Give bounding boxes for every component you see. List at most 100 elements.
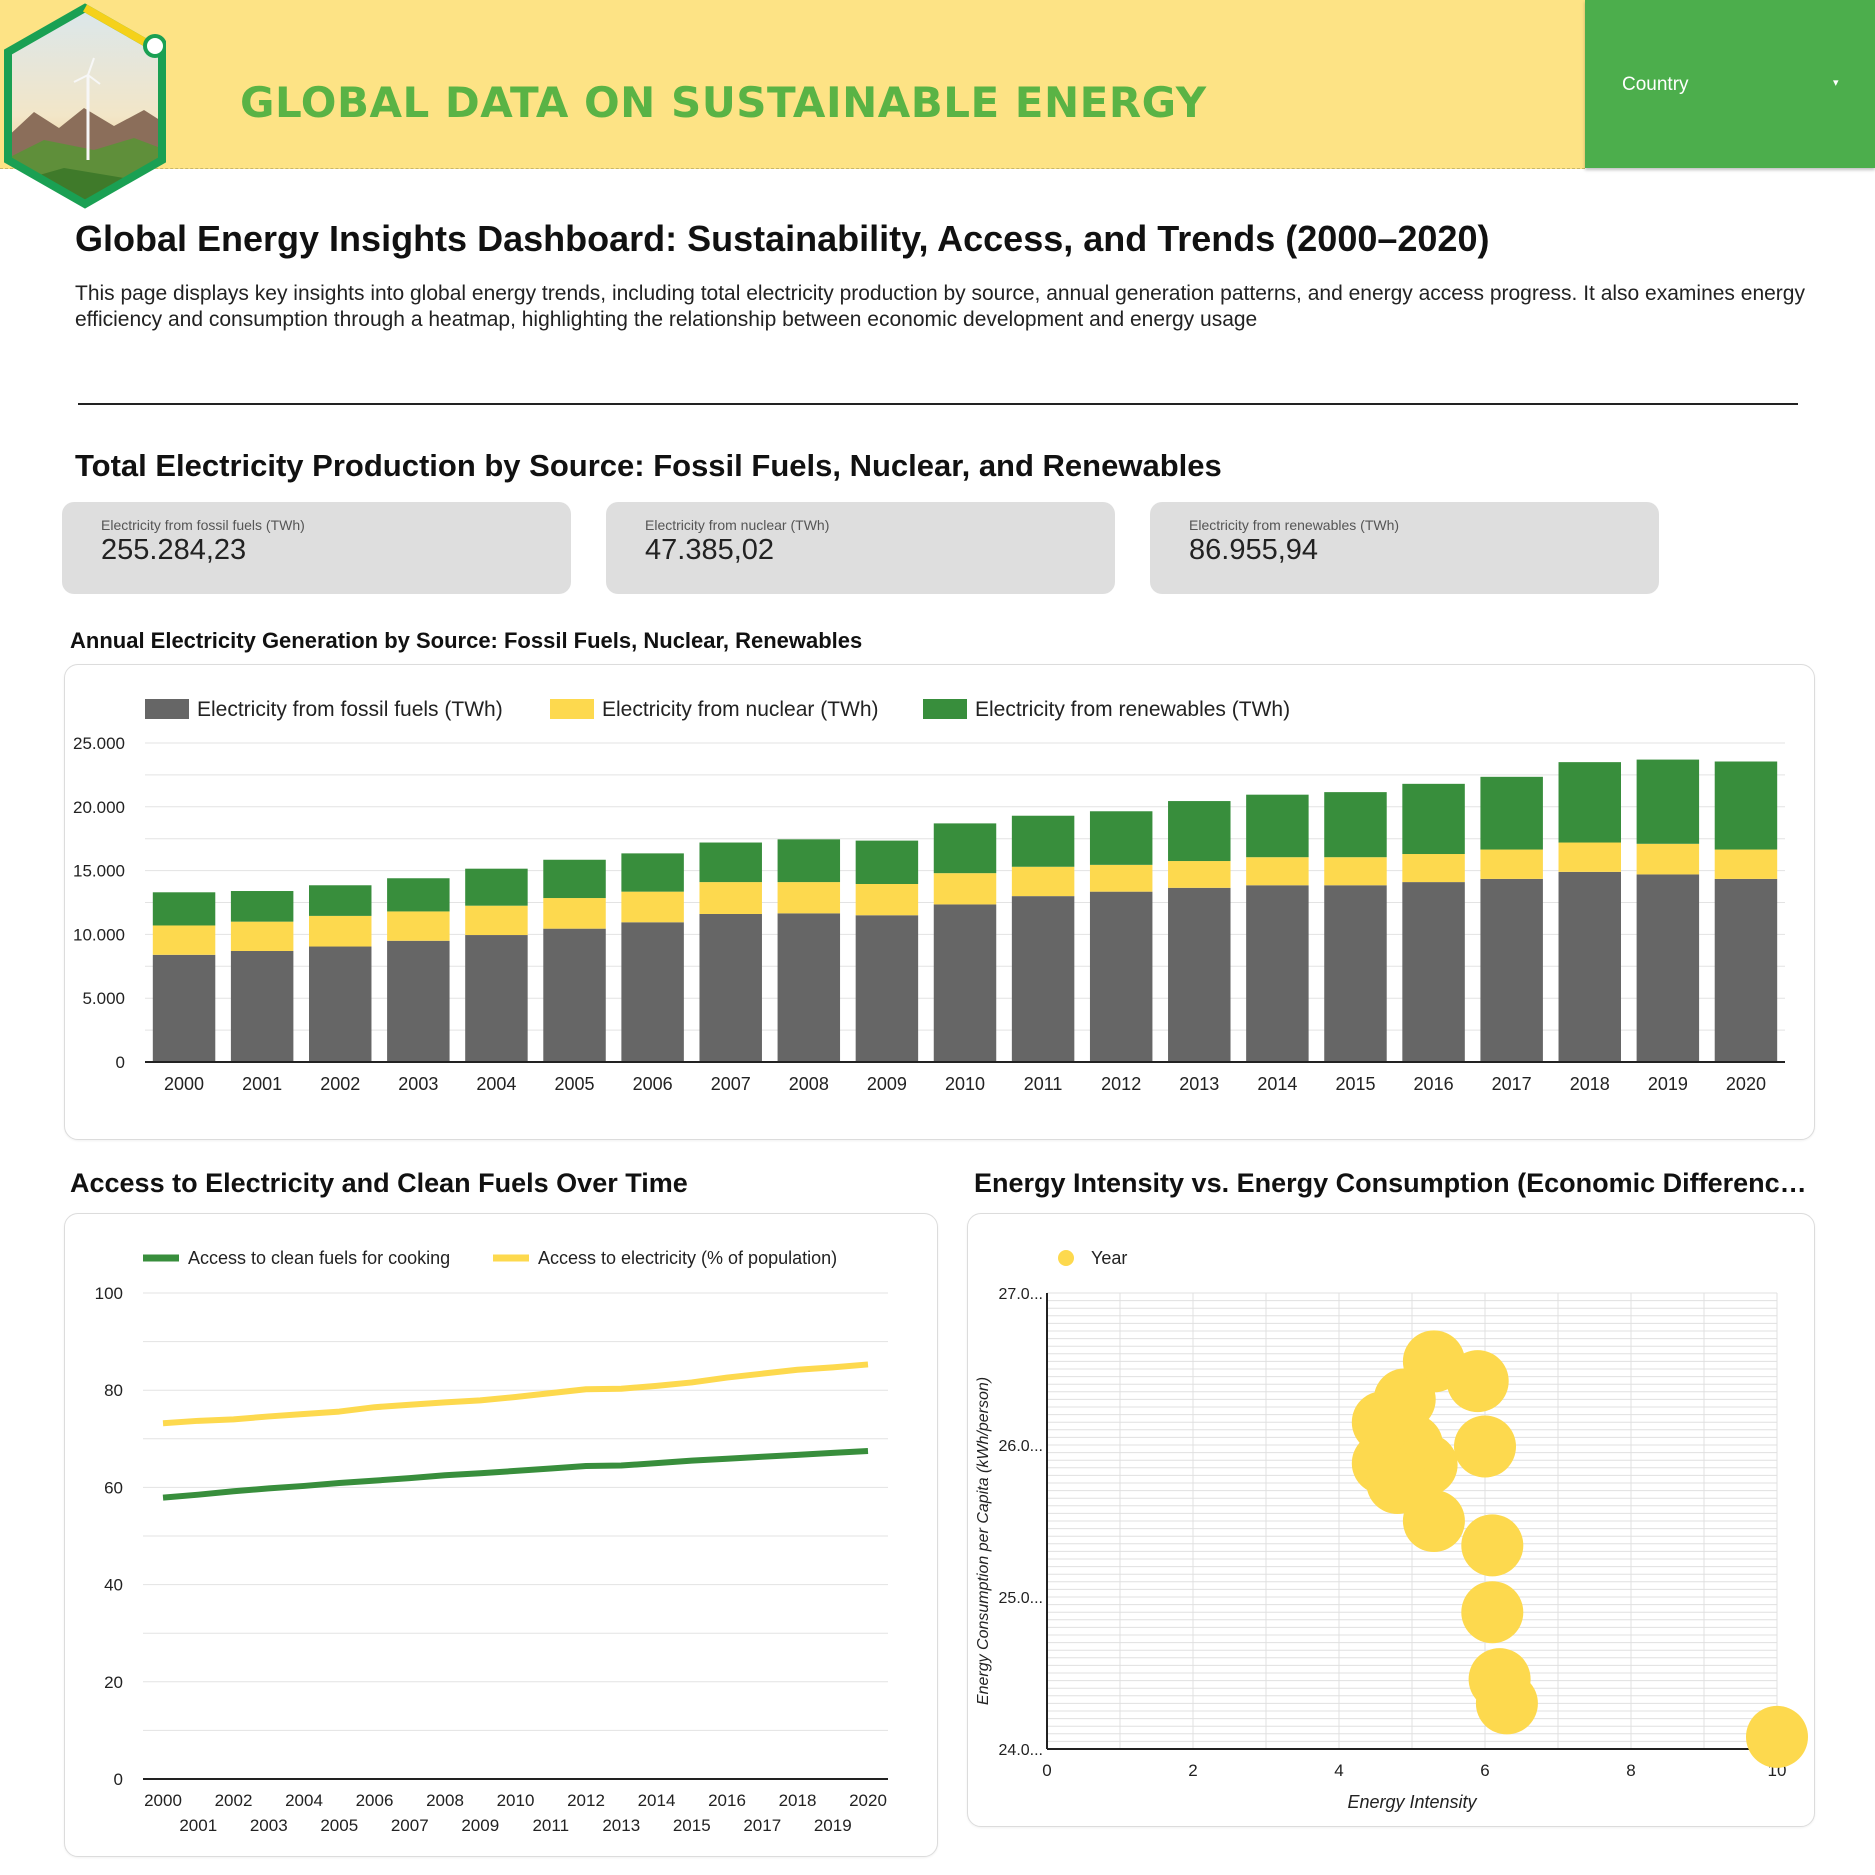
bar-segment (230, 891, 294, 922)
section-title-intensity: Energy Intensity vs. Energy Consumption … (974, 1168, 1814, 1198)
x-tick-label: 2014 (638, 1791, 676, 1810)
data-bubble (1461, 1581, 1524, 1644)
bar-segment (387, 911, 450, 941)
x-tick-label: 2003 (250, 1816, 288, 1835)
x-tick-label: 2001 (242, 1074, 282, 1094)
bar-segment (621, 922, 684, 1062)
x-tick-label: 2006 (633, 1074, 673, 1094)
x-tick-label: 2020 (1726, 1074, 1766, 1094)
x-tick-label: 2010 (497, 1791, 535, 1810)
x-tick-label: 2005 (555, 1074, 595, 1094)
legend-label: Access to clean fuels for cooking (188, 1248, 450, 1268)
bar-segment (230, 921, 294, 951)
bar-segment (465, 935, 528, 1062)
x-tick-label: 2004 (476, 1074, 516, 1094)
x-tick-label: 2012 (1101, 1074, 1141, 1094)
x-tick-label: 2019 (1648, 1074, 1688, 1094)
kpi-card-nuclear: Electricity from nuclear (TWh) 47.385,02 (606, 502, 1115, 594)
x-axis-title: Energy Intensity (1347, 1792, 1477, 1812)
bar-segment (933, 873, 997, 905)
bar-segment (543, 859, 606, 899)
y-tick-label: 100 (95, 1284, 123, 1303)
bar-segment (1636, 843, 1700, 875)
bar-segment (1558, 871, 1621, 1062)
bar-segment (1011, 866, 1075, 897)
header-banner: GLOBAL DATA ON SUSTAINABLE ENERGY (0, 0, 1585, 209)
y-tick-label: 20 (104, 1673, 123, 1692)
x-tick-label: 2007 (391, 1816, 429, 1835)
brand-title: GLOBAL DATA ON SUSTAINABLE ENERGY (240, 78, 1207, 127)
kpi-label: Electricity from fossil fuels (TWh) (101, 517, 305, 533)
x-tick-label: 2013 (602, 1816, 640, 1835)
x-tick-label: 2013 (1179, 1074, 1219, 1094)
data-bubble (1446, 1350, 1509, 1413)
bar-segment (699, 913, 762, 1062)
kpi-value: 255.284,23 (101, 534, 247, 566)
bar-segment (855, 915, 919, 1062)
x-tick-label: 2011 (1024, 1074, 1063, 1094)
y-tick-label: 60 (104, 1478, 123, 1497)
section-title-access: Access to Electricity and Clean Fuels Ov… (70, 1168, 688, 1198)
bar-segment (1402, 854, 1465, 883)
legend-label: Electricity from renewables (TWh) (975, 698, 1290, 721)
series-line (162, 1361, 869, 1427)
bar-segment (855, 883, 919, 916)
data-bubble (1454, 1415, 1516, 1478)
x-tick-label: 2020 (849, 1791, 887, 1810)
legend-label: Year (1091, 1248, 1127, 1268)
wind-turbine-logo (4, 3, 166, 209)
x-tick-label: 2018 (1570, 1074, 1610, 1094)
x-tick-label: 2009 (461, 1816, 499, 1835)
bar-segment (1558, 842, 1621, 872)
x-tick-label: 2003 (398, 1074, 438, 1094)
annual-generation-chart-card: 0 5.000 10.000 15.000 20.000 25.000 2000 2001 20… (64, 664, 1815, 1140)
y-axis-title: Energy Consumption per Capita (kWh/perso… (975, 1377, 992, 1705)
x-tick-label: 2000 (144, 1791, 182, 1810)
country-filter-dropdown[interactable]: Country ▾ (1585, 0, 1875, 168)
x-tick-label: 6 (1480, 1761, 1489, 1780)
x-tick-label: 2010 (945, 1074, 985, 1094)
x-tick-label: 2015 (673, 1816, 711, 1835)
x-tick-label: 2008 (789, 1074, 829, 1094)
y-tick-label: 15.000 (73, 862, 125, 881)
bar-segment (1480, 849, 1543, 879)
bar-segment (1168, 801, 1231, 862)
access-chart-card: 0 20 40 60 80 100 2000 2001 2002 2003 2004 2005 2006… (64, 1213, 938, 1857)
bar-segment (1089, 811, 1153, 865)
x-tick-label: 2017 (743, 1816, 781, 1835)
section-title-production: Total Electricity Production by Source: … (75, 448, 1222, 483)
x-tick-label: 0 (1042, 1761, 1051, 1780)
divider (78, 403, 1798, 405)
x-tick-label: 2018 (779, 1791, 817, 1810)
bar-segment (933, 823, 997, 874)
legend-swatch (1058, 1250, 1074, 1266)
bar-segment (1168, 887, 1231, 1062)
y-tick-label: 0 (114, 1770, 123, 1789)
x-tick-label: 8 (1626, 1761, 1635, 1780)
x-tick-label: 2017 (1492, 1074, 1532, 1094)
bar-segment (1324, 792, 1387, 858)
bar-segment (387, 878, 450, 912)
bar-segment (1089, 891, 1153, 1062)
y-tick-label: 5.000 (82, 989, 125, 1008)
page-description: This page displays key insights into glo… (75, 282, 1805, 331)
bar-segment (855, 840, 919, 884)
x-tick-label: 2009 (867, 1074, 907, 1094)
bar-segment (1324, 857, 1387, 886)
x-tick-label: 2000 (164, 1074, 204, 1094)
bar-segment (933, 904, 997, 1062)
bar-segment (543, 928, 606, 1062)
x-tick-label: 2007 (711, 1074, 751, 1094)
legend-label: Electricity from nuclear (TWh) (602, 698, 879, 721)
y-tick-label: 25.000 (73, 734, 125, 753)
chevron-down-icon: ▾ (1833, 77, 1839, 89)
x-tick-label: 2011 (532, 1816, 569, 1835)
x-tick-label: 2002 (215, 1791, 253, 1810)
bar-segment (1402, 882, 1465, 1062)
kpi-card-fossil: Electricity from fossil fuels (TWh) 255.… (62, 502, 571, 594)
y-tick-label: 40 (104, 1576, 123, 1595)
x-tick-label: 2012 (567, 1791, 605, 1810)
y-tick-label: 26.0... (999, 1438, 1043, 1455)
y-tick-label: 80 (104, 1381, 123, 1400)
data-bubble (1402, 1490, 1465, 1552)
